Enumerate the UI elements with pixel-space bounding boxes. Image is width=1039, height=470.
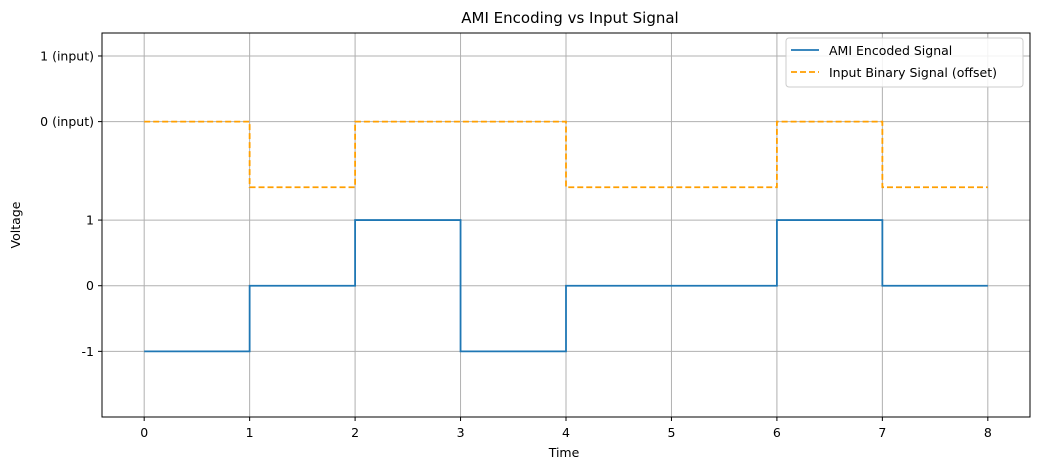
x-tick-label-4: 4 xyxy=(562,425,570,440)
legend-label-input: Input Binary Signal (offset) xyxy=(829,65,997,80)
series-layer xyxy=(144,120,988,353)
x-tick-label-0: 0 xyxy=(140,425,148,440)
x-tick-label-2: 2 xyxy=(351,425,359,440)
x-tick-label-5: 5 xyxy=(667,425,675,440)
y-axis-label: Voltage xyxy=(8,201,23,248)
legend-label-ami: AMI Encoded Signal xyxy=(829,43,952,58)
x-tick-label-7: 7 xyxy=(878,425,886,440)
y-tick-label-3: 0 (input) xyxy=(40,114,94,129)
x-tick-label-8: 8 xyxy=(984,425,992,440)
y-tick-label-4: 1 (input) xyxy=(40,48,94,63)
x-tick-label-3: 3 xyxy=(457,425,465,440)
y-tick-label-2: 1 xyxy=(86,213,94,228)
x-tick-label-6: 6 xyxy=(773,425,781,440)
legend-box xyxy=(785,37,1024,88)
x-axis-label: Time xyxy=(548,445,580,460)
ticks: 0 1 2 3 4 5 6 7 8 -1 0 1 0 (input) 1 (input) xyxy=(40,48,992,440)
legend: AMI Encoded Signal Input Binary Signal (… xyxy=(785,37,1024,88)
y-tick-label-1: 0 xyxy=(86,278,94,293)
series-line-0 xyxy=(144,219,988,353)
series-line-1 xyxy=(144,120,988,189)
y-tick-label-0: -1 xyxy=(82,344,94,359)
chart-title: AMI Encoding vs Input Signal xyxy=(461,9,678,27)
x-tick-label-1: 1 xyxy=(246,425,254,440)
